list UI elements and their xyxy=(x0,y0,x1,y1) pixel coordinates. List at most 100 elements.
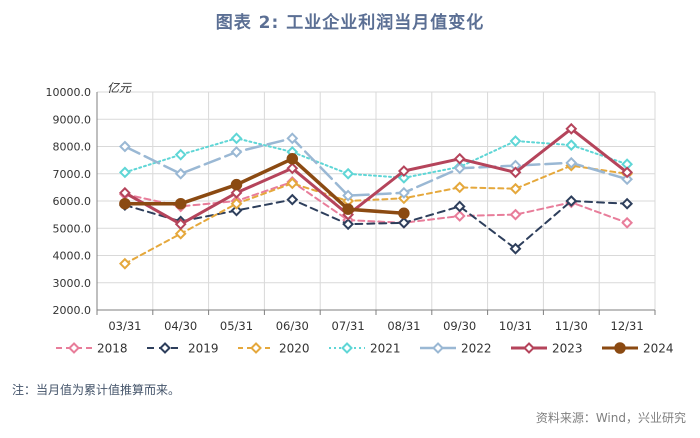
legend-label: 2018 xyxy=(97,342,128,356)
data-point xyxy=(509,182,522,195)
data-point xyxy=(174,197,187,210)
legend-label: 2020 xyxy=(279,342,310,356)
x-tick-label: 07/31 xyxy=(332,319,365,333)
source-note: 资料来源：Wind，兴业研究 xyxy=(535,411,686,425)
data-point xyxy=(342,167,355,180)
data-point xyxy=(342,203,354,215)
data-point xyxy=(397,165,410,177)
legend-item-2019: 2019 xyxy=(147,342,219,356)
series-line xyxy=(123,127,629,226)
legend-item-2024: 2024 xyxy=(602,342,674,356)
data-point xyxy=(342,189,355,202)
data-point xyxy=(621,173,634,186)
data-point xyxy=(286,162,299,175)
x-tick-label: 11/30 xyxy=(555,319,588,333)
data-point xyxy=(621,216,634,229)
data-point xyxy=(230,132,243,145)
legend-item-2018: 2018 xyxy=(56,342,128,356)
series-line xyxy=(123,164,629,265)
data-point xyxy=(509,166,522,179)
y-tick-label: 8000.0 xyxy=(53,141,92,154)
data-point xyxy=(230,146,243,158)
y-tick-label: 6000.0 xyxy=(53,195,92,208)
series-2024 xyxy=(119,153,410,220)
data-point xyxy=(286,193,299,206)
data-point xyxy=(453,210,466,222)
series-line xyxy=(123,180,629,224)
data-point xyxy=(565,139,578,152)
data-point xyxy=(565,122,578,135)
data-point xyxy=(286,177,299,190)
chart-legend: 2018 2019 2020 2021 2022 2023 2024 xyxy=(56,342,674,356)
x-tick-label: 10/31 xyxy=(499,319,532,333)
data-point xyxy=(509,242,522,255)
legend-label: 2023 xyxy=(552,342,583,356)
legend-label: 2024 xyxy=(643,342,674,356)
data-point xyxy=(621,197,634,210)
data-point xyxy=(614,342,626,354)
chart-axes: 2000.0 3000.0 4000.0 5000.0 6000.0 7000.0 8000… xyxy=(46,81,656,333)
y-tick-label: 2000.0 xyxy=(53,304,92,317)
x-tick-label: 09/30 xyxy=(443,319,476,333)
y-tick-label: 7000.0 xyxy=(53,168,92,181)
data-point xyxy=(397,186,410,199)
data-point xyxy=(230,197,243,210)
data-point xyxy=(174,167,187,180)
data-point xyxy=(119,197,131,210)
data-point xyxy=(174,218,187,231)
data-point xyxy=(432,342,444,354)
data-point xyxy=(453,152,466,165)
y-tick-label: 9000.0 xyxy=(53,113,92,126)
data-point xyxy=(398,207,410,220)
legend-item-2021: 2021 xyxy=(329,342,401,356)
data-point xyxy=(621,166,634,179)
data-point xyxy=(565,156,578,169)
series-line xyxy=(123,198,629,250)
data-point xyxy=(397,216,410,229)
data-point xyxy=(174,227,187,240)
data-point xyxy=(230,186,243,199)
chart-title: 图表 2: 工业企业利润当月值变化 xyxy=(215,13,485,33)
legend-item-2020: 2020 xyxy=(238,342,310,356)
data-point xyxy=(453,162,466,175)
chart-series xyxy=(118,122,634,270)
data-point xyxy=(230,178,243,191)
data-point xyxy=(118,257,131,270)
legend-item-2023: 2023 xyxy=(511,342,583,356)
y-tick-label: 3000.0 xyxy=(53,277,92,290)
data-point xyxy=(342,218,355,231)
data-point xyxy=(68,342,80,354)
data-point xyxy=(118,166,131,179)
x-tick-label: 03/31 xyxy=(108,319,141,333)
footnote: 注：当月值为累计值推算而来。 xyxy=(12,383,181,397)
data-point xyxy=(286,153,299,165)
legend-label: 2019 xyxy=(188,342,219,356)
data-point xyxy=(230,204,243,217)
x-tick-label: 05/31 xyxy=(220,319,253,333)
legend-item-2022: 2022 xyxy=(420,342,492,356)
series-line xyxy=(123,137,629,179)
y-axis-label: 亿元 xyxy=(107,81,132,95)
data-point xyxy=(341,342,353,354)
legend-label: 2021 xyxy=(370,342,401,356)
x-tick-label: 08/31 xyxy=(387,319,420,333)
y-tick-label: 5000.0 xyxy=(53,222,92,235)
data-point xyxy=(159,342,171,354)
data-point xyxy=(118,140,131,153)
data-point xyxy=(509,135,522,147)
series-line xyxy=(123,157,406,216)
x-tick-label: 04/30 xyxy=(164,319,197,333)
data-point xyxy=(397,171,410,184)
data-point xyxy=(565,195,578,207)
y-tick-label: 10000.0 xyxy=(46,86,92,99)
data-point xyxy=(250,342,262,354)
data-point xyxy=(174,148,187,161)
data-point xyxy=(453,181,466,194)
x-tick-label: 12/31 xyxy=(611,319,644,333)
data-point xyxy=(286,132,299,145)
legend-label: 2022 xyxy=(461,342,492,356)
data-point xyxy=(509,208,522,221)
data-point xyxy=(118,186,131,199)
data-point xyxy=(453,200,466,213)
